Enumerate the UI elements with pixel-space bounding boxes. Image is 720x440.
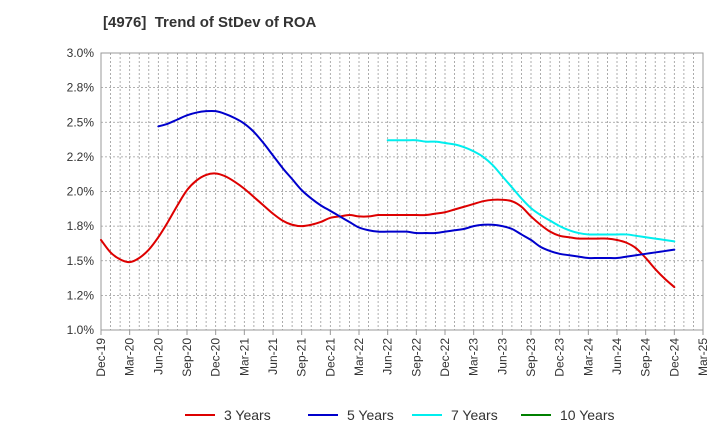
series-line-5-years xyxy=(157,109,676,260)
legend-label-7-years: 7 Years xyxy=(451,407,498,423)
x-tick-label: Sep-20 xyxy=(180,338,194,377)
grid-layer xyxy=(100,52,704,331)
x-tick-label: Dec-23 xyxy=(553,338,567,377)
y-tick-label: 2.5% xyxy=(67,115,95,129)
x-tick-label: Dec-19 xyxy=(94,338,108,377)
chart-title: [4976] Trend of StDev of ROA xyxy=(103,14,317,31)
x-tick-label: Jun-24 xyxy=(610,338,624,375)
axis-layer: 3.0%2.8%2.5%2.2%2.0%1.8%1.5%1.2%1.0%Dec-… xyxy=(67,46,710,377)
x-tick-label: Sep-24 xyxy=(639,338,653,377)
legend-label-3-years: 3 Years xyxy=(224,407,271,423)
x-tick-label: Dec-21 xyxy=(323,338,337,377)
x-tick-label: Sep-22 xyxy=(409,338,423,377)
x-tick-label: Dec-20 xyxy=(209,338,223,377)
y-tick-label: 3.0% xyxy=(67,46,95,60)
y-tick-label: 1.2% xyxy=(67,288,95,302)
x-tick-label: Dec-22 xyxy=(438,338,452,377)
x-tick-label: Jun-23 xyxy=(495,338,509,375)
x-tick-label: Mar-22 xyxy=(352,338,366,376)
series-layer xyxy=(100,109,676,289)
x-tick-label: Mar-23 xyxy=(467,338,481,376)
legend-label-10-years: 10 Years xyxy=(560,407,615,423)
x-tick-label: Mar-24 xyxy=(581,338,595,376)
x-tick-label: Dec-24 xyxy=(667,338,681,377)
legend-label-5-years: 5 Years xyxy=(347,407,394,423)
x-tick-label: Mar-20 xyxy=(123,338,137,376)
x-tick-label: Jun-20 xyxy=(151,338,165,375)
x-tick-label: Sep-21 xyxy=(295,338,309,377)
y-tick-label: 1.0% xyxy=(67,323,95,337)
series-line-7-years xyxy=(386,139,676,243)
x-tick-label: Jun-21 xyxy=(266,338,280,375)
y-tick-label: 2.8% xyxy=(67,81,95,95)
y-tick-label: 2.2% xyxy=(67,150,95,164)
y-tick-label: 1.5% xyxy=(67,254,95,268)
x-tick-label: Mar-21 xyxy=(237,338,251,376)
series-line-3-years xyxy=(100,172,676,289)
y-tick-label: 1.8% xyxy=(67,219,95,233)
x-tick-label: Mar-25 xyxy=(696,338,710,376)
legend: 3 Years 5 Years 7 Years 10 Years xyxy=(185,407,615,423)
x-tick-label: Jun-22 xyxy=(381,338,395,375)
y-tick-label: 2.0% xyxy=(67,185,95,199)
x-tick-label: Sep-23 xyxy=(524,338,538,377)
